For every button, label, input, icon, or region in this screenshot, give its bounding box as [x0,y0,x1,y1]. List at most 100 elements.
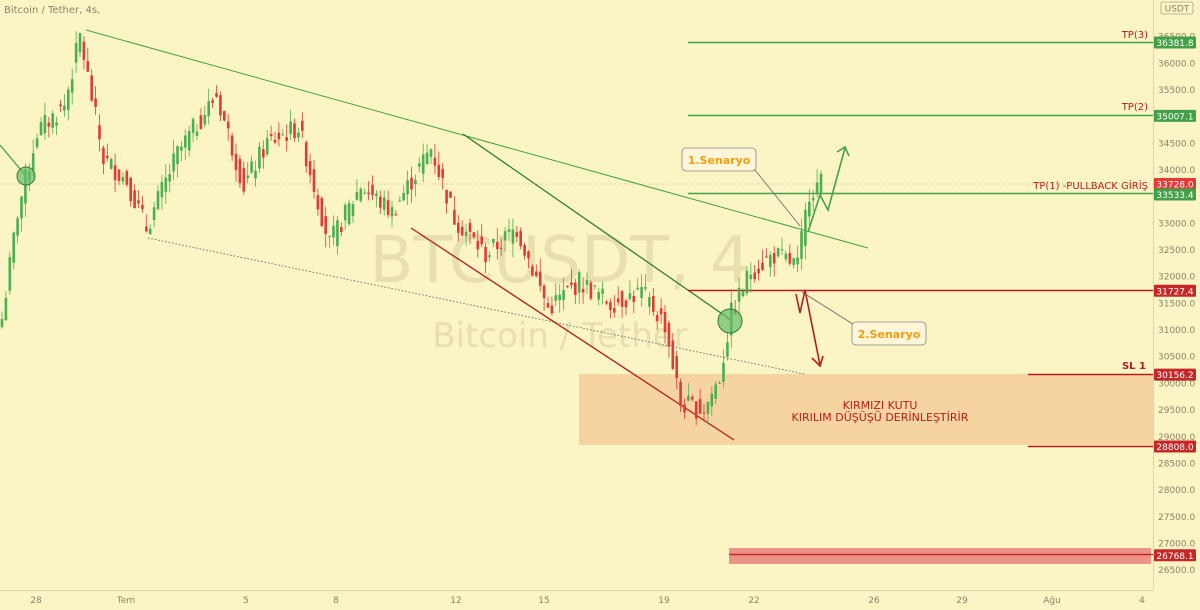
price-tag: 28808.0 [1154,440,1196,453]
candle [117,168,121,185]
candle [312,160,316,199]
x-tick-label: 4 [1139,596,1145,606]
time-axis[interactable]: 28 Tem 5 8 12 15 19 22 26 29 Ağu 4 [30,596,1145,606]
candle [659,298,663,324]
candle [137,190,140,208]
candle [683,398,686,420]
candle [47,117,51,138]
x-tick-label: 28 [30,596,42,606]
candle [425,143,429,166]
candle [343,202,347,230]
x-tick-label: 22 [748,596,759,606]
candle [679,378,682,413]
price-tag-label: 33533.4 [1156,191,1193,201]
candle [51,110,54,135]
candle [301,112,304,139]
candle [449,191,452,198]
y-tick-label: 26500.0 [1158,566,1195,576]
candle [0,311,4,329]
candle [414,174,417,197]
candle [410,166,413,203]
x-tick-label: Ağu [1043,596,1061,606]
candle [265,130,269,157]
x-tick-label: Tem [116,596,135,606]
candle [254,160,257,187]
candle [675,350,678,390]
candle [102,145,105,174]
candle [718,381,721,385]
candle [499,238,503,256]
candle [238,155,242,188]
candle [749,262,753,293]
scenario2-pointer [801,291,857,327]
y-tick-label: 34000.0 [1158,166,1195,176]
candle [566,285,569,289]
candle [371,175,374,201]
candle [445,189,448,214]
tp2-label: TP(2) [1121,102,1148,113]
candle [402,185,405,201]
candle [226,113,230,141]
candle [20,195,23,232]
candle [367,181,370,201]
candle [663,305,667,344]
x-tick-label: 5 [243,596,249,606]
y-tick-label: 29500.0 [1158,406,1195,416]
candle [277,122,281,147]
candle [98,114,101,152]
y-tick-label: 31500.0 [1158,299,1195,309]
candle [562,277,565,311]
candle [581,277,585,304]
y-tick-label: 34500.0 [1158,139,1195,149]
candle [476,230,480,258]
candle [176,145,179,178]
red-box-subtitle: KIRILIM DÜŞÜŞÜ DERİNLEŞTİRİR [792,411,969,424]
candle [815,169,819,198]
candle [230,132,234,161]
candle [74,31,78,74]
y-tick-label: 35500.0 [1158,86,1195,96]
candles-group [0,31,823,426]
y-tick-label: 31000.0 [1158,326,1195,336]
scenario1-pointer [754,169,801,227]
x-tick-label: 29 [956,596,968,606]
price-tag-label: 35007.1 [1156,112,1193,122]
candle [644,274,647,292]
candle [242,161,246,195]
candle [113,153,117,192]
candle [640,274,643,307]
candle [16,215,19,244]
candle [457,214,460,242]
y-tick-label: 27500.0 [1158,513,1195,523]
candle [406,170,409,206]
candle [262,140,265,169]
candle [160,175,164,210]
candle [382,190,386,216]
candle [332,215,335,246]
candle [336,215,339,255]
candle [363,188,366,195]
candle [156,185,160,211]
candle [605,299,608,306]
candle [191,116,195,143]
candle [184,129,187,160]
scenario2-label: 2.Senaryo [858,328,921,341]
candle [726,332,729,361]
price-tag-label: 30156.2 [1156,371,1193,381]
candle [94,86,97,116]
currency-badge[interactable]: USDT [1160,1,1194,15]
candle [792,257,795,269]
candle [273,131,277,145]
candle [12,231,15,270]
candle [289,109,292,140]
candle [589,280,593,301]
candle [67,86,70,121]
candle [652,288,655,316]
x-tick-label: 12 [450,596,461,606]
candle [488,251,491,262]
price-tag: 35007.1 [1154,109,1196,122]
candle [152,202,156,228]
scenario1-label: 1.Senaryo [688,154,751,167]
